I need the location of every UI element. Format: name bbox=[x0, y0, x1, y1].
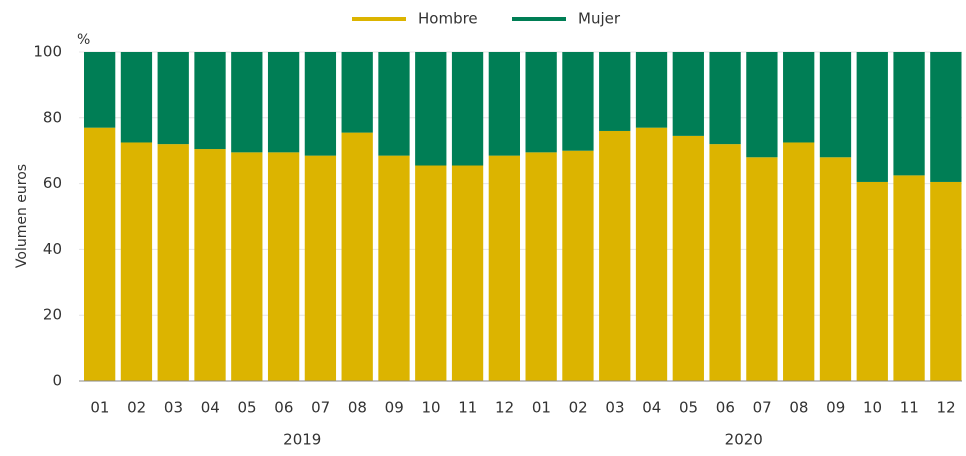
x-tick-label: 10 bbox=[863, 399, 882, 417]
bar-segment bbox=[194, 52, 226, 150]
bar-segment bbox=[930, 181, 962, 381]
x-tick-label: 10 bbox=[421, 399, 440, 417]
x-tick-label: 06 bbox=[716, 399, 735, 417]
bar-segment bbox=[84, 127, 116, 381]
x-tick-label: 02 bbox=[127, 399, 146, 417]
legend-label: Hombre bbox=[418, 10, 478, 28]
y-tick-label: 40 bbox=[43, 240, 62, 258]
bar-segment bbox=[856, 181, 888, 381]
x-tick-label: 04 bbox=[201, 399, 220, 417]
y-unit: % bbox=[77, 32, 90, 48]
x-tick-label: 03 bbox=[164, 399, 183, 417]
x-tick-label: 12 bbox=[495, 399, 514, 417]
bar-segment bbox=[488, 155, 520, 381]
group-label: 2020 bbox=[725, 431, 763, 449]
bar-segment bbox=[525, 152, 557, 381]
y-tick-label: 0 bbox=[52, 372, 62, 390]
legend-label: Mujer bbox=[578, 10, 621, 28]
x-tick-label: 12 bbox=[937, 399, 956, 417]
x-tick-label: 05 bbox=[238, 399, 257, 417]
bar-segment bbox=[304, 155, 337, 381]
x-tick-label: 08 bbox=[789, 399, 808, 417]
bar-segment bbox=[415, 52, 447, 166]
bar-segment bbox=[672, 135, 704, 381]
bar-segment bbox=[194, 149, 226, 381]
bar-segment bbox=[562, 52, 594, 151]
bar-segment bbox=[451, 52, 484, 166]
bar-segment bbox=[635, 52, 668, 128]
bar-segment bbox=[120, 142, 153, 381]
bar-segment bbox=[231, 52, 263, 153]
bar-segment bbox=[157, 144, 189, 381]
bar-segment bbox=[267, 152, 300, 381]
bar-segment bbox=[378, 155, 410, 381]
y-tick-label: 20 bbox=[43, 306, 62, 324]
bar-segment bbox=[415, 165, 447, 381]
x-tick-label: 09 bbox=[385, 399, 404, 417]
bar-segment bbox=[709, 144, 741, 381]
bar-segment bbox=[84, 52, 116, 128]
bar-segment bbox=[304, 52, 337, 156]
bar-segment bbox=[635, 127, 668, 381]
bar-segment bbox=[783, 52, 815, 143]
bar-segment bbox=[562, 150, 594, 381]
bar-segment bbox=[451, 165, 484, 381]
x-tick-label: 07 bbox=[753, 399, 772, 417]
y-tick-label: 100 bbox=[33, 43, 62, 61]
y-tick-label: 60 bbox=[43, 174, 62, 192]
bar-segment bbox=[157, 52, 189, 145]
bar-segment bbox=[819, 157, 852, 381]
x-tick-label: 04 bbox=[642, 399, 661, 417]
bar-segment bbox=[746, 157, 778, 381]
x-tick-label: 11 bbox=[900, 399, 919, 417]
x-tick-label: 01 bbox=[90, 399, 109, 417]
x-tick-label: 01 bbox=[532, 399, 551, 417]
y-axis-label: Volumen euros bbox=[14, 164, 30, 268]
bar-segment bbox=[819, 52, 852, 158]
bar-segment bbox=[599, 52, 631, 131]
x-tick-label: 09 bbox=[826, 399, 845, 417]
bar-segment bbox=[746, 52, 778, 158]
bar-segment bbox=[709, 52, 741, 145]
bar-segment bbox=[783, 142, 815, 381]
bar-segment bbox=[120, 52, 153, 143]
x-tick-label: 08 bbox=[348, 399, 367, 417]
x-tick-label: 06 bbox=[274, 399, 293, 417]
group-label: 2019 bbox=[283, 431, 321, 449]
y-tick-label: 80 bbox=[43, 108, 62, 126]
bar-segment bbox=[267, 52, 300, 153]
x-tick-label: 03 bbox=[605, 399, 624, 417]
bar-segment bbox=[231, 152, 263, 381]
bar-segment bbox=[378, 52, 410, 156]
bar-segment bbox=[525, 52, 557, 153]
bar-segment bbox=[599, 130, 631, 381]
x-tick-label: 07 bbox=[311, 399, 330, 417]
x-tick-label: 05 bbox=[679, 399, 698, 417]
bar-segment bbox=[893, 175, 925, 381]
bar-segment bbox=[930, 52, 962, 182]
bar-segment bbox=[341, 52, 373, 133]
bar-segment bbox=[856, 52, 888, 182]
bar-segment bbox=[893, 52, 925, 176]
x-tick-label: 02 bbox=[569, 399, 588, 417]
bar-segment bbox=[488, 52, 520, 156]
bar-segment bbox=[341, 132, 373, 381]
bar-segment bbox=[672, 52, 704, 136]
x-tick-label: 11 bbox=[458, 399, 477, 417]
